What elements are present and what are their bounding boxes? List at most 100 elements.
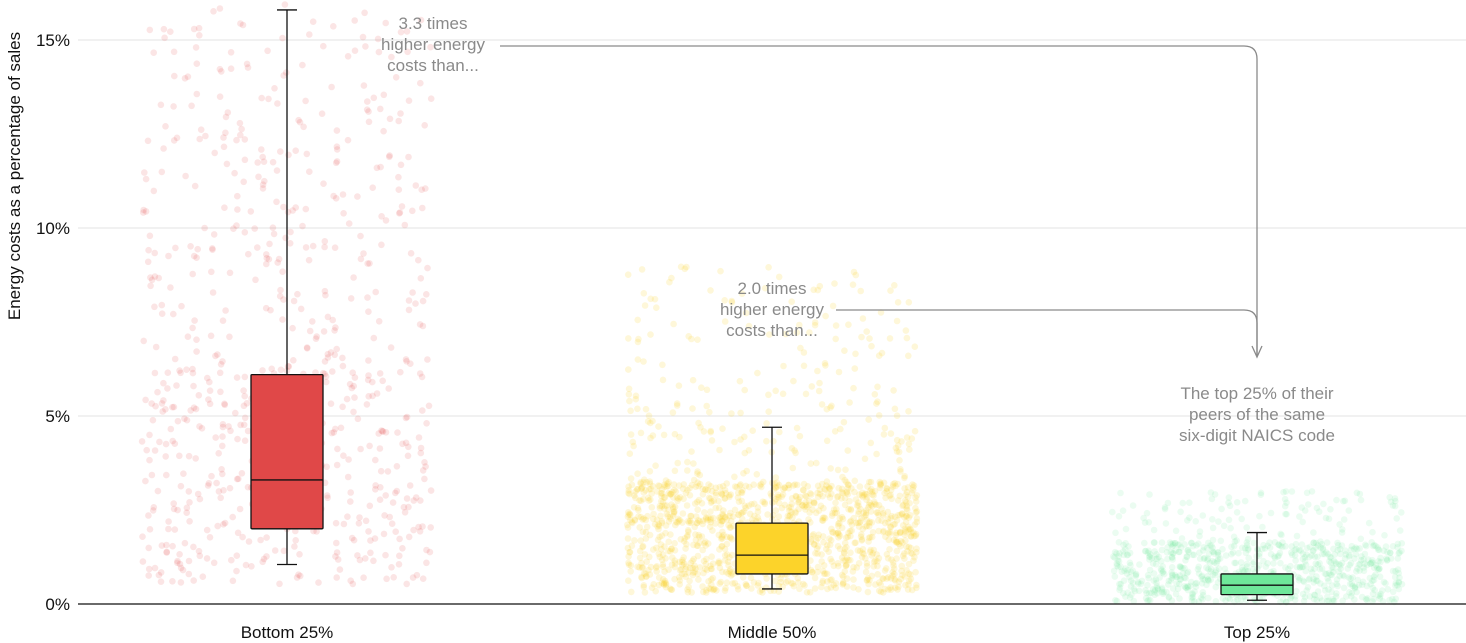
data-point [365, 372, 372, 379]
data-point [666, 491, 674, 498]
data-point [1277, 530, 1284, 538]
data-point [1392, 582, 1399, 589]
data-point [1334, 541, 1342, 549]
data-point [675, 495, 682, 502]
data-point [379, 377, 387, 385]
data-point [321, 287, 329, 295]
data-point [653, 544, 660, 552]
data-point [845, 321, 852, 329]
data-point [364, 260, 372, 267]
data-point [1374, 546, 1382, 553]
data-point [336, 566, 344, 573]
data-point [788, 500, 796, 508]
data-point [726, 568, 733, 575]
data-point [190, 252, 198, 260]
data-point [815, 531, 822, 539]
data-point [1314, 577, 1321, 585]
data-point [161, 34, 168, 42]
data-point [729, 570, 736, 578]
data-point [881, 489, 888, 497]
data-point [185, 488, 193, 495]
data-point [258, 94, 266, 102]
data-point [789, 464, 797, 472]
data-point [1158, 584, 1166, 592]
data-point [893, 547, 901, 555]
data-point [1348, 542, 1356, 550]
data-point [856, 519, 863, 527]
data-point [1234, 596, 1241, 603]
data-point [639, 564, 646, 572]
data-point [866, 335, 873, 342]
data-point [1266, 544, 1274, 551]
data-point [670, 494, 677, 501]
data-point [658, 486, 666, 493]
data-point [1392, 579, 1400, 587]
data-point [654, 536, 662, 544]
data-point [1213, 560, 1220, 567]
data-point [777, 578, 784, 586]
data-point [366, 442, 373, 450]
data-point [1293, 532, 1301, 540]
data-point [1277, 559, 1284, 567]
data-point [748, 585, 755, 592]
data-point [1348, 590, 1356, 597]
data-point [369, 184, 377, 191]
data-point [1141, 547, 1149, 555]
data-point [640, 583, 647, 591]
data-point [789, 514, 796, 521]
data-point [419, 575, 427, 582]
data-point [859, 525, 866, 533]
data-point [1386, 549, 1394, 557]
data-point [1170, 550, 1177, 557]
data-point [223, 160, 231, 168]
data-point [631, 537, 638, 544]
data-point [827, 555, 834, 563]
data-point [150, 49, 157, 56]
data-point [1149, 586, 1157, 593]
data-point [1183, 584, 1190, 592]
data-point [1314, 553, 1321, 561]
data-point [1182, 574, 1189, 582]
data-point [655, 574, 663, 581]
data-point [1387, 549, 1394, 557]
x-category-label: Middle 50% [728, 623, 817, 642]
data-point [875, 412, 883, 419]
data-point [1352, 550, 1360, 558]
data-point [1369, 542, 1377, 550]
data-point [417, 16, 425, 24]
data-point [767, 490, 774, 497]
data-point [1332, 559, 1339, 566]
data-point [1369, 584, 1377, 592]
data-point [397, 161, 405, 169]
data-point [740, 470, 747, 477]
data-point [739, 515, 746, 523]
data-point [262, 304, 270, 312]
data-point [160, 397, 167, 404]
data-point [855, 502, 862, 510]
data-point [372, 456, 379, 464]
data-point [1257, 489, 1265, 497]
data-point [625, 487, 633, 494]
data-point [825, 484, 833, 491]
data-point [902, 327, 910, 334]
data-point [274, 259, 282, 266]
data-point [880, 479, 888, 487]
data-point [814, 568, 821, 576]
data-point [893, 517, 901, 524]
data-point [1317, 580, 1324, 587]
data-point [377, 467, 385, 475]
data-point [881, 424, 889, 432]
data-point [1335, 568, 1342, 575]
data-point [890, 387, 897, 394]
data-point [302, 205, 310, 213]
data-point [785, 481, 793, 489]
data-point [625, 483, 632, 491]
data-point [1140, 514, 1147, 522]
data-point [1305, 576, 1313, 583]
data-point [764, 511, 771, 518]
data-point [627, 511, 634, 519]
data-point [239, 21, 247, 29]
data-point [1367, 560, 1374, 568]
data-point [817, 502, 825, 510]
data-point [745, 322, 753, 330]
